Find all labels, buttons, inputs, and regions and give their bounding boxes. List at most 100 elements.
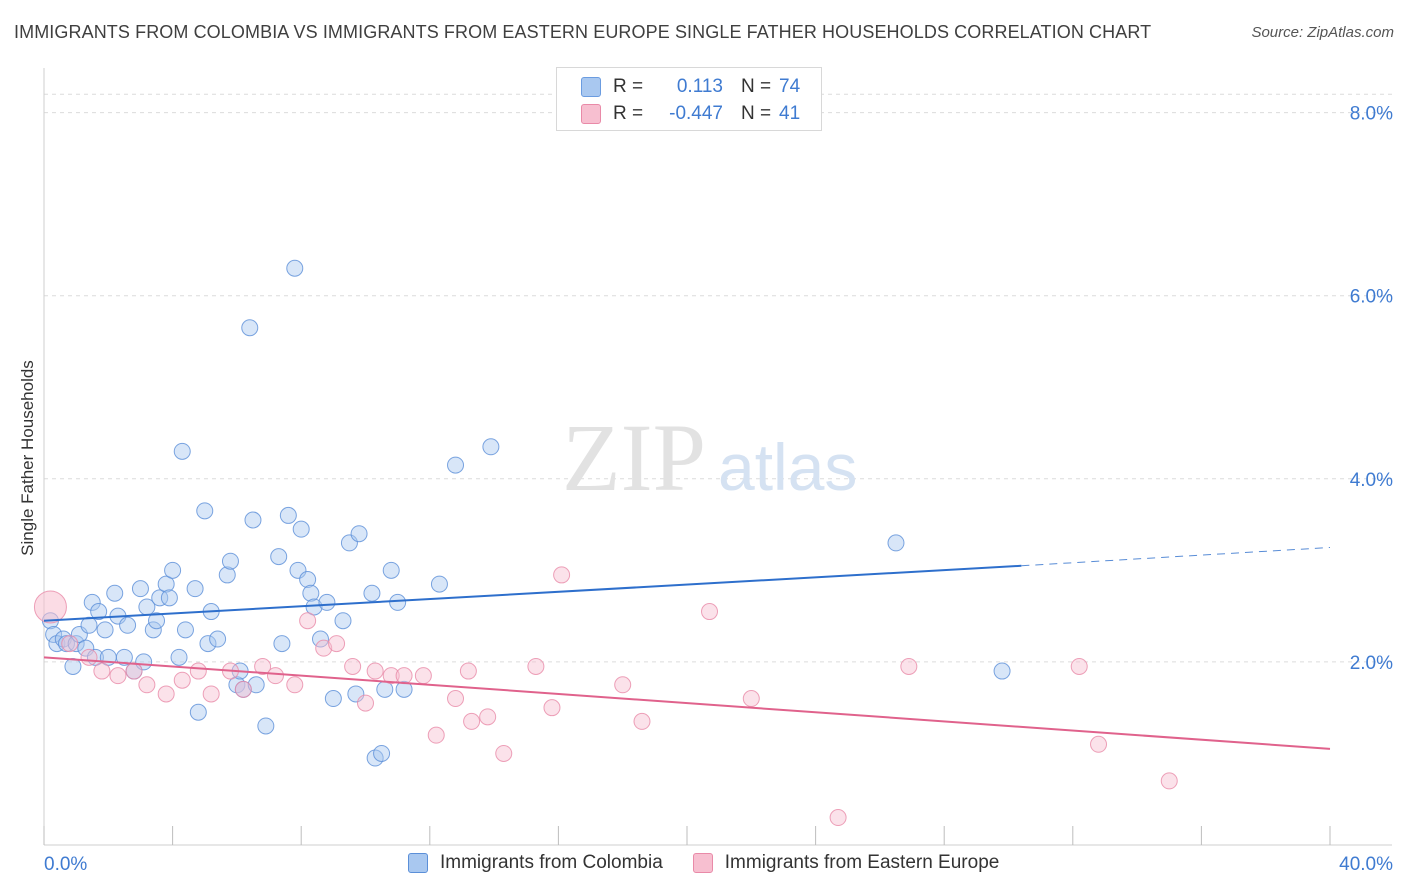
series-legend: Immigrants from Colombia Immigrants from… xyxy=(408,852,1029,874)
eastern-europe-point xyxy=(33,590,67,624)
eastern-europe-point xyxy=(266,667,284,685)
eastern-europe-point xyxy=(254,657,272,675)
eastern-europe-point xyxy=(614,676,632,694)
eastern-europe-point xyxy=(80,648,98,666)
eastern-europe-point xyxy=(125,662,143,680)
colombia-point xyxy=(67,635,85,653)
legend-swatch-eastern-europe xyxy=(581,104,601,124)
eastern-europe-point xyxy=(414,667,432,685)
eastern-europe-point xyxy=(463,712,481,730)
colombia-point xyxy=(160,589,178,607)
eastern-europe-point xyxy=(1090,735,1108,753)
legend-r-value: -0.447 xyxy=(669,103,723,124)
colombia-point xyxy=(324,690,342,708)
colombia-point xyxy=(311,630,329,648)
series-legend-colombia: Immigrants from Colombia xyxy=(408,852,663,874)
colombia-point xyxy=(247,676,265,694)
colombia-point xyxy=(389,593,407,611)
colombia-point xyxy=(270,548,288,566)
colombia-point xyxy=(151,589,169,607)
colombia-point xyxy=(209,630,227,648)
colombia-point xyxy=(45,625,63,643)
eastern-europe-point xyxy=(900,657,918,675)
eastern-europe-point xyxy=(328,635,346,653)
eastern-europe-point xyxy=(202,685,220,703)
y-tick-label: 2.0% xyxy=(1350,653,1393,674)
data-points xyxy=(33,259,1178,827)
colombia-point xyxy=(334,612,352,630)
colombia-point xyxy=(157,575,175,593)
colombia-point xyxy=(257,717,275,735)
watermark-atlas: atlas xyxy=(718,430,857,504)
eastern-europe-point xyxy=(742,690,760,708)
chart-title: IMMIGRANTS FROM COLOMBIA VS IMMIGRANTS F… xyxy=(14,22,1152,42)
colombia-point xyxy=(218,566,236,584)
colombia-point xyxy=(164,561,182,579)
colombia-point xyxy=(144,621,162,639)
legend-r-label: R = xyxy=(613,103,644,124)
series-legend-eastern-europe: Immigrants from Eastern Europe xyxy=(692,852,1000,874)
source-credit: Source: ZipAtlas.com xyxy=(1251,24,1394,41)
colombia-point xyxy=(83,593,101,611)
series-name: Immigrants from Eastern Europe xyxy=(724,852,1000,873)
legend-row-colombia: R = 0.113 N = 74 xyxy=(581,75,800,99)
eastern-europe-point xyxy=(427,726,445,744)
colombia-point xyxy=(363,584,381,602)
colombia-point xyxy=(199,635,217,653)
eastern-europe-point xyxy=(138,676,156,694)
axes xyxy=(43,68,1392,846)
eastern-europe-point xyxy=(357,694,374,712)
colombia-point xyxy=(350,525,368,543)
colombia-point xyxy=(80,616,98,634)
colombia-point xyxy=(244,511,262,529)
legend-n-value: 41 xyxy=(779,103,801,124)
colombia-point xyxy=(173,442,191,460)
eastern-europe-point xyxy=(299,612,317,630)
colombia-point xyxy=(887,534,905,552)
legend-n-label: N = xyxy=(741,76,772,97)
colombia-point xyxy=(176,621,194,639)
eastern-europe-point xyxy=(829,809,847,827)
colombia-point xyxy=(273,635,291,653)
colombia-trend-line xyxy=(43,564,1022,622)
colombia-point xyxy=(131,580,149,598)
x-tick-label: 40.0% xyxy=(1339,854,1393,875)
eastern-europe-point xyxy=(109,667,127,685)
colombia-point xyxy=(430,575,448,593)
colombia-point xyxy=(189,703,207,721)
eastern-europe-point xyxy=(395,667,413,685)
colombia-point xyxy=(64,657,82,675)
eastern-europe-point xyxy=(459,662,477,680)
colombia-point xyxy=(318,593,336,611)
eastern-europe-point xyxy=(495,744,513,762)
colombia-point xyxy=(382,561,400,579)
eastern-europe-point xyxy=(344,657,362,675)
gridlines xyxy=(44,93,1392,663)
tick-labels: 2.0% 4.0% 6.0% 8.0% 0.0% 40.0% xyxy=(44,104,1393,875)
eastern-europe-point xyxy=(382,667,400,685)
legend-swatch-colombia xyxy=(581,77,601,97)
colombia-point xyxy=(241,319,259,337)
colombia-point xyxy=(395,680,413,698)
colombia-point xyxy=(170,648,188,666)
legend-row-eastern-europe: R = -0.447 N = 41 xyxy=(581,102,800,126)
series-name: Immigrants from Colombia xyxy=(440,852,663,873)
eastern-europe-point xyxy=(173,671,191,689)
eastern-europe-point xyxy=(1160,772,1178,790)
colombia-point xyxy=(373,744,391,762)
eastern-europe-point xyxy=(234,680,252,698)
correlation-legend: R = 0.113 N = 74 R = -0.447 N = 41 xyxy=(556,67,822,131)
colombia-point xyxy=(299,571,317,589)
eastern-europe-point xyxy=(701,603,719,621)
legend-r-value: 0.113 xyxy=(676,76,723,97)
colombia-point xyxy=(106,584,124,602)
colombia-point xyxy=(148,612,166,630)
colombia-point xyxy=(292,520,310,538)
colombia-point xyxy=(90,603,108,621)
eastern-europe-point xyxy=(157,685,175,703)
eastern-europe-point xyxy=(447,690,465,708)
series-swatch-colombia xyxy=(408,853,428,873)
eastern-europe-point xyxy=(633,712,651,730)
eastern-europe-point xyxy=(93,662,111,680)
